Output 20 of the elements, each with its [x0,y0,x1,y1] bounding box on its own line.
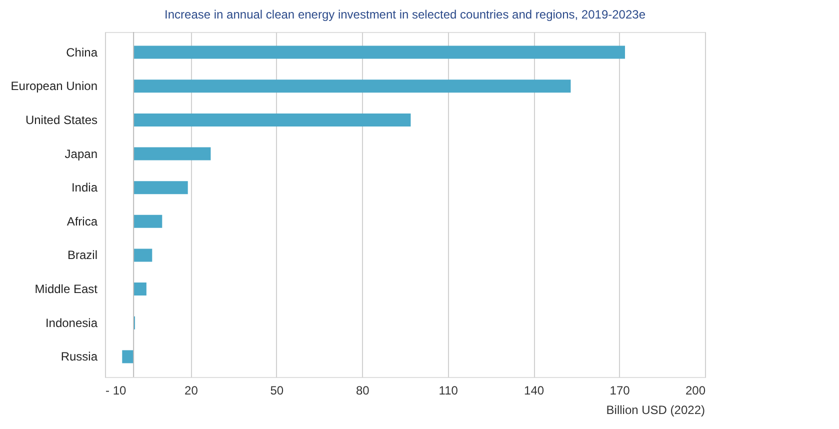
y-tick-label: United States [25,112,98,127]
y-tick-label: Africa [66,214,98,228]
x-axis-title: Billion USD (2022) [606,403,705,417]
y-tick-label: Brazil [67,248,98,262]
x-tick-label: 110 [438,384,458,398]
y-tick-label: Japan [64,146,98,161]
y-tick-label: Indonesia [45,316,98,330]
x-tick-label: - 10 [106,384,127,398]
x-tick-label: 50 [270,384,284,398]
x-tick-label: 140 [524,384,544,398]
x-tick-label: 170 [610,384,630,398]
x-tick-label: 200 [685,384,706,398]
x-tick-label: 20 [184,384,198,398]
y-tick-label: China [66,45,98,60]
y-tick-label: Russia [60,350,98,364]
x-tick-label: 80 [356,384,370,398]
chart-title: Increase in annual clean energy investment in selected countries and regions, 2019-2023e [164,8,646,22]
y-tick-label: European Union [10,79,98,94]
y-tick-label: Middle East [34,282,98,296]
y-tick-label: India [71,180,98,195]
